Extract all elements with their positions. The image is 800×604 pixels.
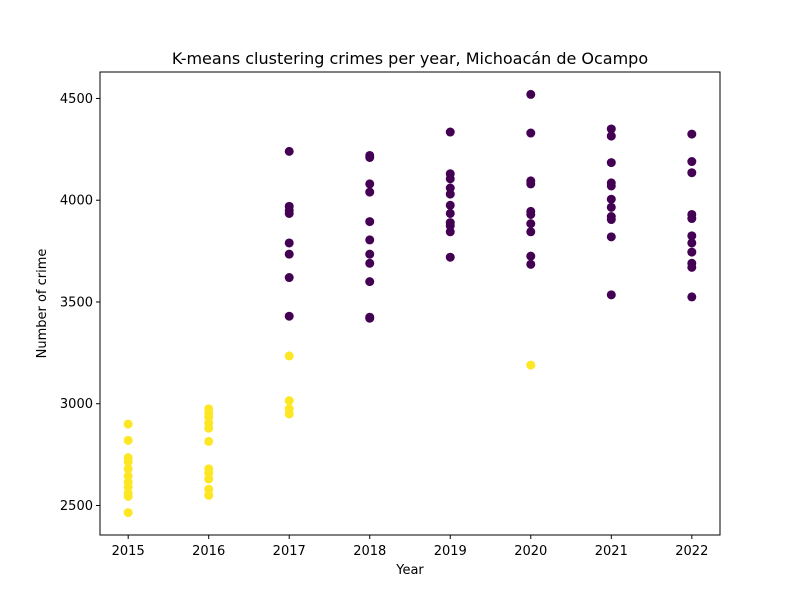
data-point-cluster-0 bbox=[606, 202, 616, 212]
y-tick-label: 3500 bbox=[60, 295, 93, 310]
x-axis: 2015 2016 2017 2018 2019 2020 2021 2022 bbox=[112, 535, 708, 559]
x-axis-label: Year bbox=[395, 563, 424, 578]
data-point-cluster-0 bbox=[365, 152, 375, 162]
data-point-cluster-0 bbox=[284, 208, 294, 218]
x-tick-label: 2016 bbox=[192, 544, 225, 559]
y-tick-label: 2500 bbox=[60, 499, 93, 514]
data-point-cluster-0 bbox=[365, 217, 375, 227]
data-point-cluster-0 bbox=[445, 174, 455, 184]
data-point-cluster-0 bbox=[445, 189, 455, 199]
data-point-cluster-0 bbox=[687, 157, 697, 167]
data-point-cluster-0 bbox=[687, 247, 697, 257]
data-point-cluster-1 bbox=[284, 409, 294, 419]
x-tick-label: 2018 bbox=[353, 544, 386, 559]
data-point-cluster-0 bbox=[687, 238, 697, 248]
data-point-cluster-1 bbox=[204, 474, 214, 484]
data-point-cluster-0 bbox=[284, 249, 294, 259]
data-point-cluster-0 bbox=[526, 227, 536, 237]
data-point-cluster-0 bbox=[526, 209, 536, 219]
data-point-cluster-0 bbox=[606, 232, 616, 242]
data-point-cluster-0 bbox=[526, 89, 536, 99]
data-point-cluster-0 bbox=[526, 251, 536, 261]
data-point-cluster-0 bbox=[526, 128, 536, 138]
data-point-cluster-0 bbox=[284, 238, 294, 248]
x-tick-label: 2015 bbox=[112, 544, 145, 559]
data-point-cluster-0 bbox=[687, 231, 697, 241]
data-point-cluster-1 bbox=[123, 435, 133, 445]
data-point-cluster-0 bbox=[606, 158, 616, 168]
data-point-cluster-0 bbox=[365, 313, 375, 323]
data-point-cluster-0 bbox=[526, 179, 536, 189]
data-point-cluster-0 bbox=[365, 235, 375, 245]
data-point-cluster-0 bbox=[606, 131, 616, 141]
data-point-cluster-0 bbox=[687, 214, 697, 224]
data-point-cluster-0 bbox=[445, 127, 455, 137]
data-point-cluster-1 bbox=[284, 351, 294, 361]
data-point-cluster-0 bbox=[445, 227, 455, 237]
x-tick-label: 2021 bbox=[595, 544, 628, 559]
data-point-cluster-1 bbox=[204, 436, 214, 446]
plot-area-frame bbox=[99, 71, 721, 536]
data-point-cluster-0 bbox=[606, 215, 616, 225]
y-axis: 2500 3000 3500 4000 4500 bbox=[60, 92, 100, 514]
data-point-cluster-0 bbox=[606, 181, 616, 191]
data-point-cluster-0 bbox=[687, 129, 697, 139]
y-tick-label: 3000 bbox=[60, 397, 93, 412]
data-point-cluster-1 bbox=[284, 396, 294, 406]
data-point-cluster-1 bbox=[123, 419, 133, 429]
data-point-cluster-1 bbox=[123, 508, 133, 518]
x-tick-label: 2017 bbox=[273, 544, 306, 559]
y-tick-label: 4500 bbox=[60, 92, 93, 107]
data-point-cluster-1 bbox=[123, 491, 133, 501]
data-point-cluster-0 bbox=[526, 219, 536, 229]
data-point-cluster-0 bbox=[284, 146, 294, 156]
data-point-cluster-0 bbox=[284, 273, 294, 283]
data-point-cluster-1 bbox=[204, 423, 214, 433]
data-point-cluster-0 bbox=[687, 168, 697, 178]
data-point-cluster-0 bbox=[445, 252, 455, 262]
data-point-cluster-0 bbox=[445, 200, 455, 210]
data-point-cluster-1 bbox=[123, 464, 133, 474]
data-point-cluster-0 bbox=[365, 249, 375, 259]
x-tick-label: 2020 bbox=[514, 544, 547, 559]
data-point-cluster-0 bbox=[687, 292, 697, 302]
data-point-cluster-0 bbox=[284, 311, 294, 321]
data-point-cluster-0 bbox=[365, 187, 375, 197]
data-point-cluster-0 bbox=[606, 194, 616, 204]
data-point-cluster-1 bbox=[123, 457, 133, 467]
chart-title: K-means clustering crimes per year, Mich… bbox=[172, 49, 648, 68]
data-point-cluster-0 bbox=[526, 259, 536, 269]
data-point-cluster-1 bbox=[204, 490, 214, 500]
data-points bbox=[123, 89, 697, 518]
data-point-cluster-1 bbox=[526, 360, 536, 370]
data-point-cluster-0 bbox=[365, 258, 375, 268]
x-tick-label: 2022 bbox=[675, 544, 708, 559]
y-tick-label: 4000 bbox=[60, 194, 93, 209]
y-axis-label: Number of crime bbox=[35, 249, 50, 359]
data-point-cluster-0 bbox=[365, 277, 375, 287]
data-point-cluster-0 bbox=[365, 179, 375, 189]
x-tick-label: 2019 bbox=[434, 544, 467, 559]
data-point-cluster-0 bbox=[606, 290, 616, 300]
data-point-cluster-0 bbox=[687, 262, 697, 272]
data-point-cluster-0 bbox=[445, 208, 455, 218]
data-point-cluster-0 bbox=[606, 124, 616, 134]
